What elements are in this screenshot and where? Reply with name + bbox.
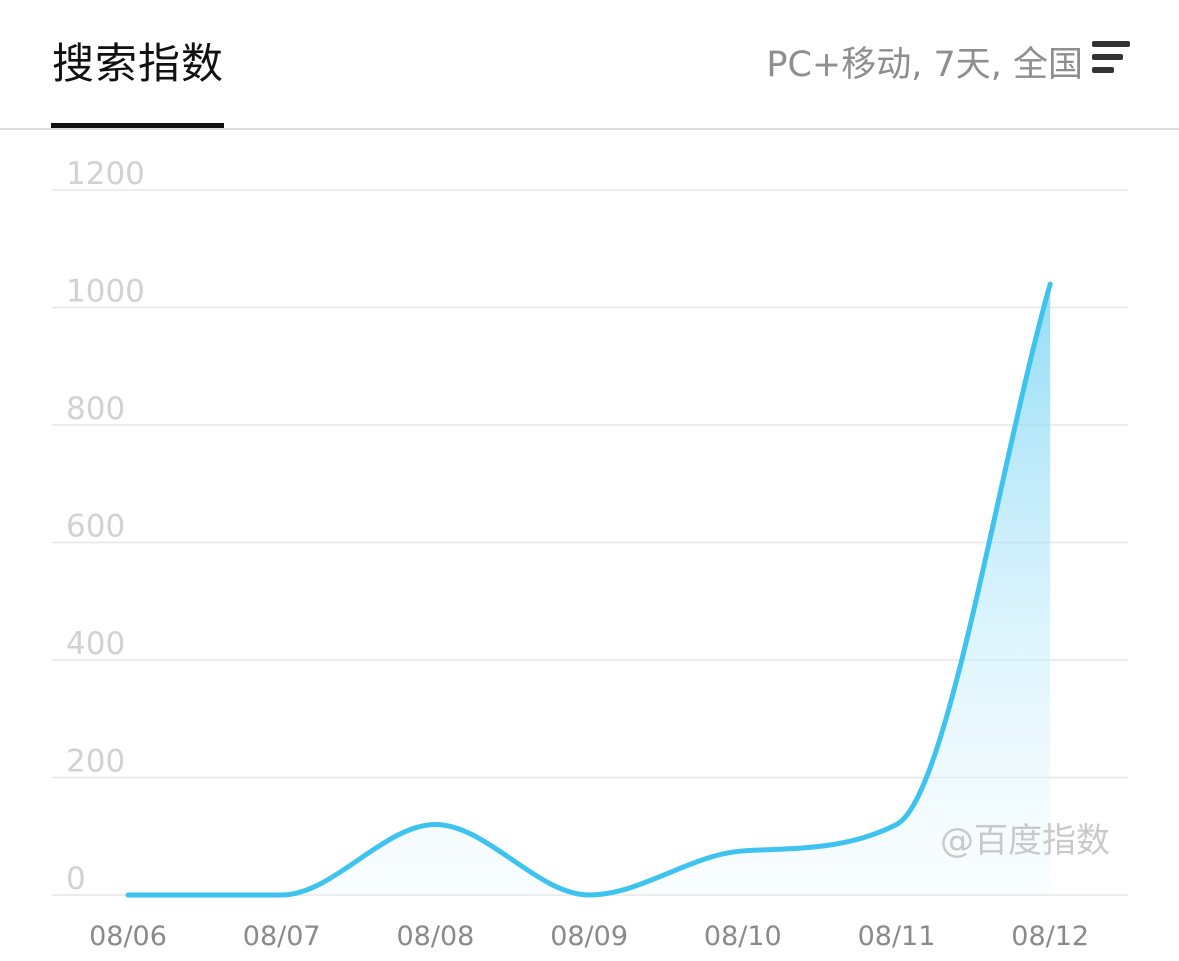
tab-title[interactable]: 搜索指数 bbox=[52, 39, 225, 88]
filter-summary[interactable]: PC+移动, 7天, 全国 bbox=[766, 45, 1083, 85]
y-tick-label: 400 bbox=[66, 626, 125, 662]
x-tick-label: 08/06 bbox=[89, 921, 167, 952]
watermark: @百度指数 bbox=[940, 821, 1110, 861]
x-tick-label: 08/08 bbox=[396, 921, 474, 952]
x-tick-label: 08/11 bbox=[858, 921, 936, 952]
filter-menu-icon[interactable] bbox=[1092, 41, 1130, 75]
y-tick-label: 200 bbox=[66, 744, 125, 780]
x-tick-label: 08/10 bbox=[704, 921, 782, 952]
x-axis-labels: 08/06 08/07 08/08 08/09 08/10 08/11 08/12 bbox=[89, 921, 1089, 952]
series-line bbox=[125, 281, 1053, 898]
y-axis-labels: 0 200 400 600 800 1000 1200 bbox=[66, 156, 145, 897]
x-tick-label: 08/12 bbox=[1011, 921, 1089, 952]
x-tick-label: 08/07 bbox=[243, 921, 321, 952]
x-tick-label: 08/09 bbox=[550, 921, 628, 952]
y-tick-label: 1000 bbox=[66, 274, 145, 310]
y-tick-label: 1200 bbox=[66, 156, 145, 192]
y-tick-label: 800 bbox=[66, 391, 125, 427]
tab-active-underline bbox=[51, 123, 224, 129]
y-tick-label: 0 bbox=[66, 861, 86, 897]
y-tick-label: 600 bbox=[66, 509, 125, 545]
area-fill bbox=[128, 284, 1051, 895]
header-divider bbox=[0, 128, 1179, 130]
